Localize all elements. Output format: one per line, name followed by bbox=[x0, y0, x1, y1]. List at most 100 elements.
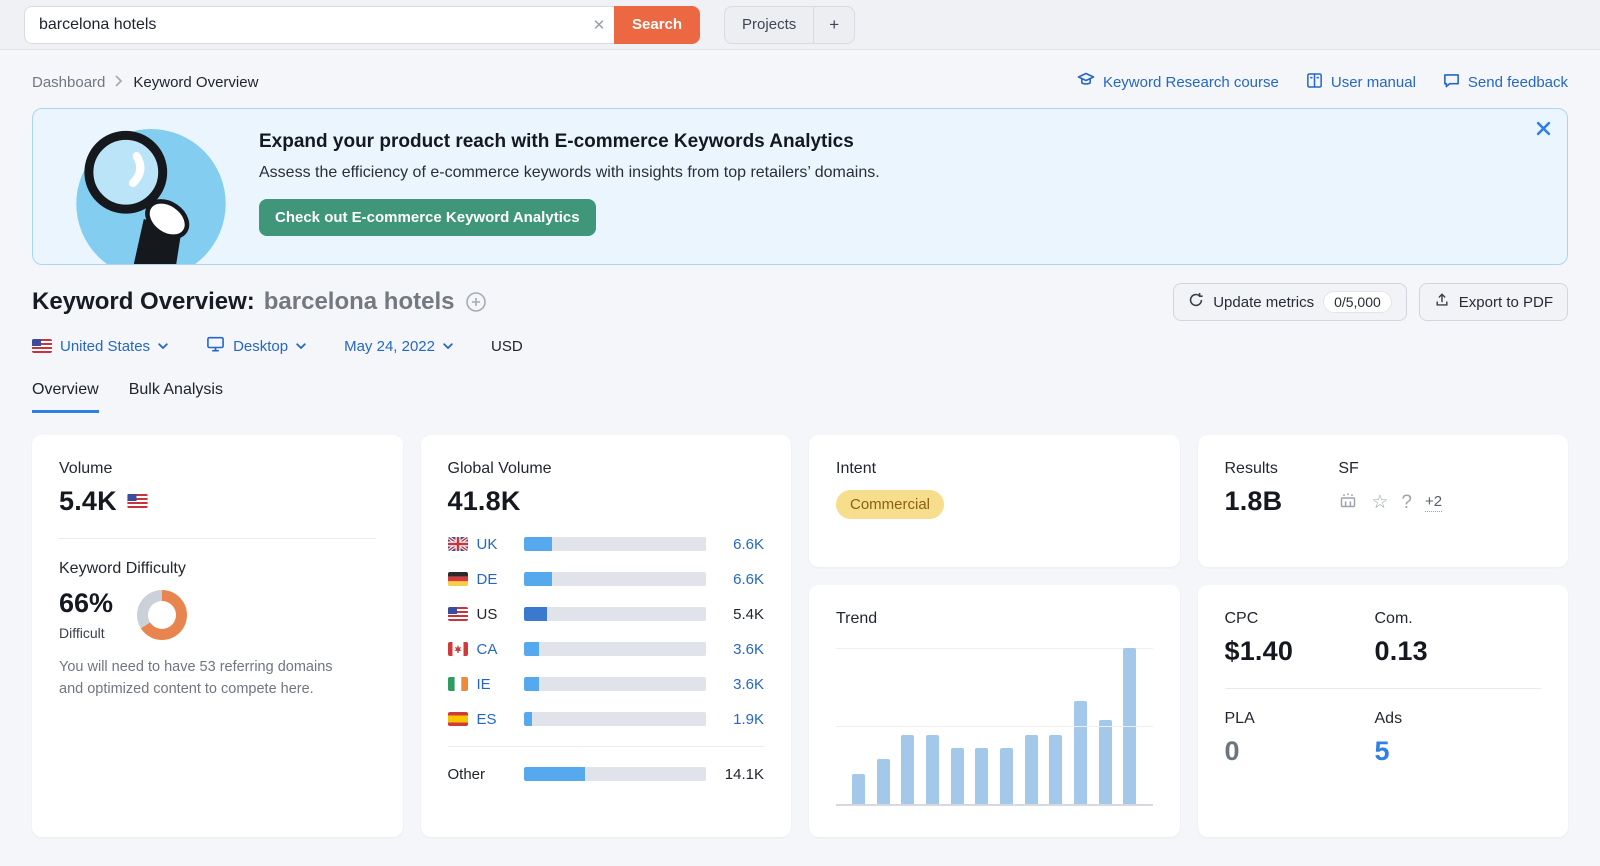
keyword-research-course-link[interactable]: Keyword Research course bbox=[1076, 70, 1279, 94]
search-bar: ✕ Search bbox=[24, 5, 701, 44]
book-icon bbox=[1305, 71, 1324, 94]
banner-illustration bbox=[33, 109, 259, 264]
sf-more-link[interactable]: +2 bbox=[1424, 493, 1443, 512]
global-volume-value: 41.8K bbox=[447, 486, 521, 516]
banner-subtitle: Assess the efficiency of e-commerce keyw… bbox=[259, 164, 880, 181]
trend-bars bbox=[836, 648, 1153, 804]
export-pdf-button[interactable]: Export to PDF bbox=[1418, 283, 1568, 321]
pla-label: PLA bbox=[1224, 710, 1255, 727]
feedback-bubble-icon bbox=[1442, 71, 1461, 94]
country-link: US bbox=[476, 605, 498, 623]
volume-difficulty-card: Volume 5.4K Keyword Difficulty 66% Diffi… bbox=[32, 435, 403, 837]
results-value: 1.8B bbox=[1224, 486, 1283, 516]
breadcrumb-dashboard[interactable]: Dashboard bbox=[32, 73, 106, 91]
global-volume-row: CA 3.6K bbox=[447, 638, 764, 660]
chevron-down-icon bbox=[158, 342, 168, 349]
breadcrumb-row: Dashboard Keyword Overview Keyword Resea… bbox=[0, 50, 1600, 108]
volume-bar bbox=[523, 642, 706, 656]
difficulty-donut bbox=[137, 589, 188, 640]
update-metrics-button[interactable]: Update metrics 0/5,000 bbox=[1173, 283, 1407, 321]
country-link[interactable]: UK bbox=[476, 535, 498, 553]
flag-uk-icon bbox=[447, 537, 468, 551]
volume-value[interactable]: 3.6K bbox=[733, 640, 764, 658]
cpc-value: $1.40 bbox=[1224, 636, 1294, 666]
trend-bar bbox=[975, 747, 989, 804]
trend-label: Trend bbox=[836, 610, 878, 627]
serp-feature-reviews-icon bbox=[1338, 490, 1358, 515]
country-link[interactable]: DE bbox=[476, 570, 498, 588]
global-volume-row: ES 1.9K bbox=[447, 708, 764, 730]
top-bar: ✕ Search Projects + bbox=[0, 0, 1600, 50]
chevron-down-icon bbox=[443, 342, 453, 349]
keyword-text: barcelona hotels bbox=[263, 288, 455, 315]
volume-bar bbox=[523, 767, 706, 781]
flag-us-icon bbox=[127, 494, 148, 508]
country-selector[interactable]: United States bbox=[32, 338, 168, 355]
global-volume-label: Global Volume bbox=[447, 460, 552, 477]
country-link[interactable]: CA bbox=[476, 640, 498, 658]
flag-ca-icon bbox=[447, 642, 468, 656]
ads-value[interactable]: 5 bbox=[1374, 736, 1390, 766]
page-header: Keyword Overview: barcelona hotels Updat… bbox=[32, 283, 1568, 321]
page-title: Keyword Overview: barcelona hotels bbox=[32, 288, 487, 316]
clear-search-icon[interactable]: ✕ bbox=[584, 6, 614, 44]
intent-label: Intent bbox=[836, 460, 877, 477]
banner-body: Expand your product reach with E-commerc… bbox=[259, 109, 880, 264]
metrics-grid: Volume 5.4K Keyword Difficulty 66% Diffi… bbox=[32, 435, 1568, 837]
update-counter-badge: 0/5,000 bbox=[1323, 291, 1392, 313]
desktop-monitor-icon bbox=[206, 335, 225, 357]
volume-value[interactable]: 3.6K bbox=[733, 675, 764, 693]
breadcrumb: Dashboard Keyword Overview bbox=[32, 74, 258, 91]
device-selector[interactable]: Desktop bbox=[206, 335, 306, 357]
volume-value: 5.4K bbox=[733, 605, 764, 623]
volume-value[interactable]: 1.9K bbox=[733, 710, 764, 728]
trend-bar bbox=[901, 735, 915, 804]
country-link[interactable]: IE bbox=[476, 675, 491, 693]
date-selector[interactable]: May 24, 2022 bbox=[344, 338, 453, 355]
volume-label: Volume bbox=[59, 460, 113, 477]
volume-bar bbox=[523, 572, 706, 586]
trend-chart bbox=[836, 648, 1153, 806]
difficulty-note: You will need to have 53 referring domai… bbox=[59, 659, 333, 697]
trend-bar bbox=[1049, 735, 1063, 804]
flag-de-icon bbox=[447, 572, 468, 586]
com-value: 0.13 bbox=[1374, 636, 1428, 666]
trend-bar bbox=[926, 735, 940, 804]
tab-bulk-analysis[interactable]: Bulk Analysis bbox=[128, 381, 223, 398]
country-link[interactable]: ES bbox=[476, 710, 497, 728]
trend-bar bbox=[852, 774, 865, 804]
add-project-button[interactable]: + bbox=[813, 6, 854, 43]
currency-label: USD bbox=[491, 337, 523, 355]
trend-bar bbox=[876, 758, 890, 804]
results-label: Results bbox=[1224, 460, 1278, 477]
banner-close-icon[interactable] bbox=[1536, 121, 1551, 139]
global-volume-row: UK 6.6K bbox=[447, 533, 764, 555]
add-keyword-icon[interactable] bbox=[465, 291, 487, 313]
intent-badge: Commercial bbox=[836, 490, 945, 519]
trend-bar bbox=[1098, 719, 1112, 804]
banner-cta-button[interactable]: Check out E-commerce Keyword Analytics bbox=[259, 199, 596, 236]
volume-value[interactable]: 6.6K bbox=[733, 535, 764, 553]
user-manual-link[interactable]: User manual bbox=[1305, 71, 1416, 94]
star-icon: ☆ bbox=[1371, 492, 1389, 513]
tab-overview[interactable]: Overview bbox=[32, 381, 99, 413]
serp-features-icons: ☆ ? +2 bbox=[1338, 490, 1443, 515]
cpc-card: CPC $1.40 Com. 0.13 PLA 0 Ads 5 bbox=[1197, 585, 1568, 837]
difficulty-qualifier: Difficult bbox=[59, 625, 105, 641]
graduation-cap-icon bbox=[1076, 70, 1096, 94]
trend-card: Trend bbox=[809, 585, 1180, 837]
projects-button[interactable]: Projects bbox=[725, 7, 813, 43]
volume-bar bbox=[523, 677, 706, 691]
filters-row: United States Desktop May 24, 2022 USD bbox=[32, 335, 1568, 357]
flag-ie-icon bbox=[447, 677, 468, 691]
volume-value[interactable]: 6.6K bbox=[733, 570, 764, 588]
send-feedback-link[interactable]: Send feedback bbox=[1442, 71, 1568, 94]
chevron-down-icon bbox=[296, 342, 306, 349]
search-button[interactable]: Search bbox=[614, 5, 701, 44]
question-mark-icon: ? bbox=[1401, 492, 1412, 513]
volume-value: 14.1K bbox=[724, 765, 764, 783]
search-input[interactable] bbox=[24, 5, 614, 44]
volume-bar bbox=[523, 537, 706, 551]
global-volume-row: Other 14.1K bbox=[448, 763, 765, 785]
results-sf-card: Results 1.8B SF ☆ ? +2 bbox=[1197, 435, 1568, 567]
